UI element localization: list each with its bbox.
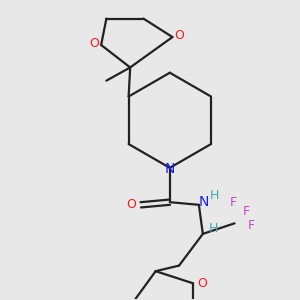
Text: F: F — [230, 196, 237, 209]
Text: H: H — [209, 222, 218, 235]
Text: O: O — [197, 277, 207, 290]
Text: H: H — [210, 189, 219, 202]
Text: O: O — [174, 29, 184, 42]
Text: N: N — [165, 162, 175, 176]
Text: N: N — [199, 195, 209, 209]
Text: O: O — [90, 37, 100, 50]
Text: F: F — [248, 220, 255, 232]
Text: F: F — [243, 205, 250, 218]
Text: O: O — [127, 198, 136, 211]
